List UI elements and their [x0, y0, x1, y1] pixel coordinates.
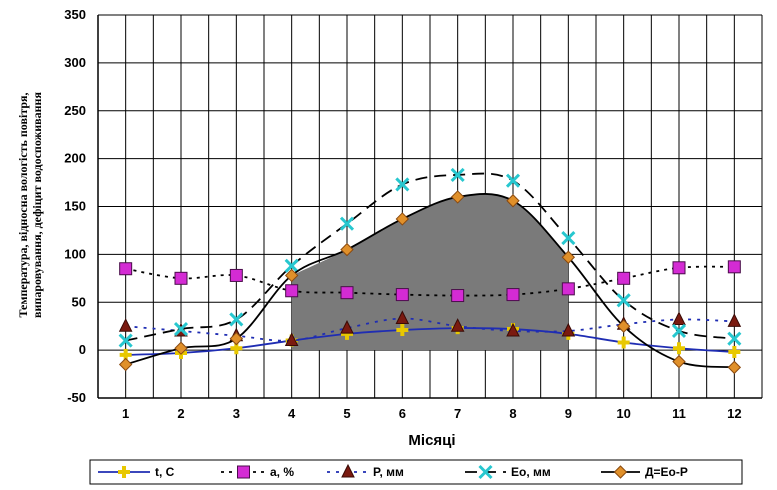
legend: t, C a, % P, мм Eo, мм Д=Eo-P — [89, 459, 743, 485]
x-tick-label: 10 — [616, 406, 630, 421]
legend-marker — [341, 463, 355, 478]
data-point — [229, 331, 244, 346]
data-point — [673, 342, 685, 355]
data-point — [617, 336, 630, 349]
data-point — [340, 286, 354, 300]
data-point — [173, 321, 189, 337]
x-tick-label: 1 — [122, 406, 129, 421]
legend-label-p: P, мм — [373, 465, 404, 479]
data-point — [340, 319, 354, 334]
data-point — [284, 268, 299, 283]
y-tick-label: 0 — [79, 342, 86, 357]
data-point — [119, 262, 133, 276]
data-point — [505, 173, 521, 188]
data-point — [395, 310, 410, 325]
deficit-shaded-area — [291, 193, 569, 351]
data-point — [118, 318, 133, 332]
data-point — [727, 260, 741, 274]
data-point — [395, 177, 410, 192]
data-point — [285, 284, 299, 298]
data-point — [672, 354, 686, 369]
data-point — [450, 190, 465, 204]
y-tick-label: -50 — [67, 390, 86, 405]
y-tick-label: 50 — [72, 294, 86, 309]
data-point — [174, 341, 188, 355]
data-point — [396, 324, 409, 337]
data-point — [672, 311, 686, 325]
series-4 — [118, 167, 742, 348]
legend-label-t: t, C — [155, 465, 175, 479]
legend-marker — [118, 466, 130, 478]
x-tick-label: 12 — [727, 406, 741, 421]
y-tick-label: 300 — [64, 55, 86, 70]
x-tick-label: 7 — [454, 406, 461, 421]
y-tick-labels: -50 0 50 100 150 200 250 300 350 — [64, 7, 86, 405]
data-point — [229, 268, 243, 282]
x-tick-label: 8 — [509, 406, 516, 421]
data-point — [174, 271, 188, 285]
legend-marker — [237, 465, 250, 479]
data-point — [672, 261, 686, 275]
data-point — [506, 322, 520, 337]
data-point — [395, 288, 409, 302]
series-2 — [119, 260, 741, 303]
data-point — [616, 293, 631, 308]
data-point — [118, 357, 133, 372]
y-tick-label: 250 — [64, 103, 86, 118]
series-line — [125, 317, 735, 342]
y-tick-label: 150 — [64, 199, 86, 214]
data-point — [340, 242, 354, 257]
series-line — [125, 172, 735, 342]
x-tick-label: 9 — [565, 406, 572, 421]
legend-marker — [478, 464, 493, 480]
data-point — [284, 332, 299, 347]
data-point — [561, 231, 576, 246]
data-point — [451, 289, 465, 303]
x-tick-label: 3 — [233, 406, 240, 421]
legend-label-eo: Eo, мм — [511, 465, 551, 479]
data-point — [616, 319, 631, 333]
x-tick-label: 6 — [399, 406, 406, 421]
data-point — [561, 282, 575, 296]
data-point — [506, 288, 520, 302]
data-point — [506, 194, 520, 208]
x-tick-labels: 1 2 3 4 5 6 7 8 9 10 11 12 — [122, 406, 742, 421]
data-point — [727, 313, 742, 327]
data-point — [284, 258, 299, 273]
axes — [97, 15, 762, 399]
data-point — [561, 322, 576, 337]
data-point — [450, 318, 465, 332]
x-tick-label: 11 — [672, 406, 686, 421]
data-point — [561, 250, 576, 264]
y-axis-title: Температура, відносна вологість повітря,… — [16, 92, 44, 318]
legend-label-d: Д=Eo-P — [645, 465, 688, 479]
y-tick-label: 200 — [64, 151, 86, 166]
data-point — [727, 331, 742, 346]
legend-marker — [613, 465, 628, 479]
data-point — [671, 323, 687, 339]
y-axis-title-line-2: випаровування, дефіцит водоспоживання — [30, 92, 44, 318]
x-tick-label: 5 — [343, 406, 350, 421]
deficit-area — [291, 193, 569, 351]
x-axis-title: Місяці — [408, 432, 455, 449]
data-point — [395, 212, 410, 226]
data-point — [229, 312, 244, 327]
series-5 — [118, 190, 742, 375]
data-point — [339, 216, 355, 231]
x-tick-label: 2 — [177, 406, 184, 421]
legend-markers — [98, 463, 640, 480]
data-point — [617, 271, 631, 285]
y-tick-label: 350 — [64, 7, 86, 22]
data-point — [727, 360, 742, 375]
data-point — [728, 346, 741, 359]
series-layer — [118, 167, 742, 375]
y-tick-label: 100 — [64, 246, 86, 261]
data-point — [450, 167, 465, 182]
x-tick-label: 4 — [288, 406, 296, 421]
data-point — [118, 333, 133, 348]
y-axis-title-line-1: Температура, відносна вологість повітря, — [16, 92, 30, 317]
legend-label-a: a, % — [270, 465, 294, 479]
